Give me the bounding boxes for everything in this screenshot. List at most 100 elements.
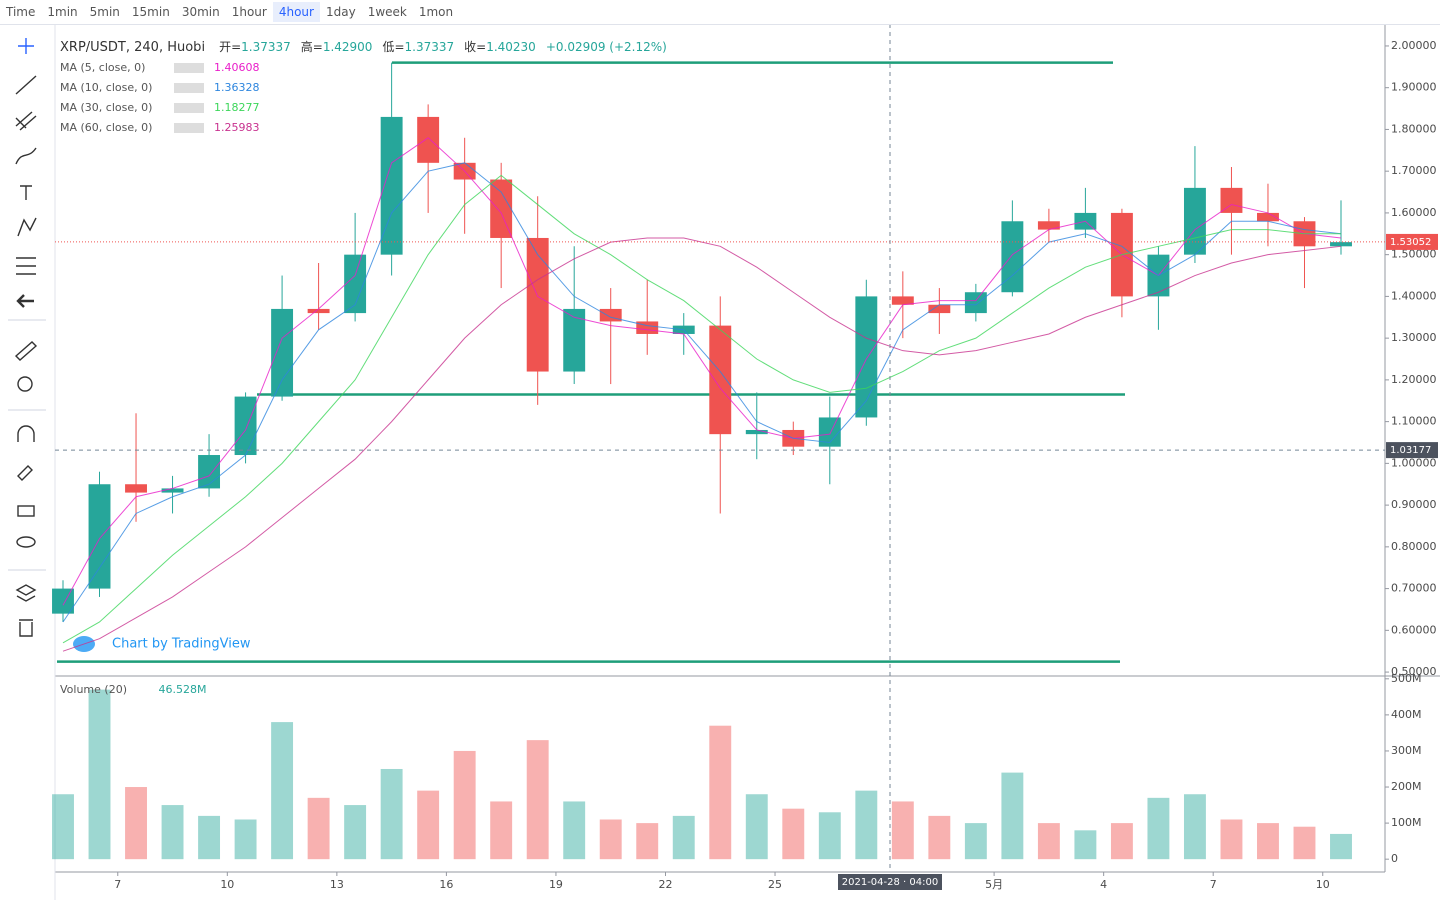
ma-line [62, 237, 1342, 652]
measure-tool[interactable] [16, 257, 36, 275]
candle-body [563, 308, 586, 372]
ma-legend: MA (5, close, 0) 1.40608 MA (10, close, 0)… [60, 58, 264, 138]
ma-settings[interactable] [174, 123, 204, 133]
interval-button[interactable]: 1mon [418, 5, 454, 19]
candle-body [818, 417, 841, 447]
candle-body [1183, 187, 1206, 255]
interval-button[interactable]: 1week [367, 5, 407, 19]
back-tool[interactable] [16, 294, 34, 308]
interval-button[interactable]: 30min [181, 5, 220, 19]
volume-bar [928, 815, 951, 860]
ma-last: 1.40608 [214, 61, 260, 74]
volume-bar [1220, 819, 1243, 860]
y-tick-label: 1.50000 [1391, 248, 1437, 261]
pattern-tool[interactable] [17, 217, 37, 237]
v-tick-label: 200M [1391, 780, 1422, 793]
lock-tool[interactable] [17, 505, 35, 517]
volume-legend: Volume (20) 46.528M [60, 683, 210, 696]
volume-bar [125, 787, 147, 860]
candle-body [380, 116, 403, 255]
volume-bar [818, 812, 841, 860]
ma-settings[interactable] [174, 63, 204, 73]
volume-bar [1147, 797, 1170, 860]
ma-last: 1.25983 [214, 121, 260, 134]
stat-name: 低= [382, 40, 405, 54]
volume-bar [745, 794, 768, 860]
candle-body [1257, 212, 1279, 222]
v-tick-label: 0 [1391, 852, 1398, 865]
crosshair-price-label: 1.03177 [1390, 445, 1431, 456]
candle-body [599, 308, 622, 322]
interval-button[interactable]: Time [6, 5, 36, 19]
y-tick-label: 1.00000 [1391, 456, 1437, 469]
x-tick-label: 13 [330, 878, 344, 891]
interval-button[interactable]: 4hour [272, 2, 320, 22]
zoom-tool[interactable] [17, 376, 33, 392]
crosshair-tool[interactable] [18, 38, 34, 54]
volume-bar [964, 823, 987, 860]
fib-tool[interactable] [15, 111, 37, 131]
volume-bar [453, 750, 476, 860]
x-tick-label: 19 [549, 878, 563, 891]
eye-tool[interactable] [16, 536, 36, 548]
ma-settings[interactable] [174, 83, 204, 93]
candle-body [161, 488, 184, 493]
ma-name: MA (60, close, 0) [60, 121, 153, 134]
text-tool[interactable] [20, 185, 32, 200]
candle-body [1001, 221, 1024, 293]
v-tick-label: 400M [1391, 708, 1422, 721]
line-tool[interactable] [15, 75, 37, 95]
candle-body [964, 292, 987, 314]
interval-button[interactable]: 5min [89, 5, 120, 19]
candle-body [490, 179, 513, 238]
volume-bar [1001, 772, 1024, 860]
candle-body [1037, 221, 1060, 230]
volume-bar [1293, 826, 1316, 860]
ruler-tool[interactable] [14, 341, 38, 361]
volume-bar [563, 801, 586, 860]
ma-row: MA (60, close, 0) 1.25983 [60, 118, 264, 138]
candle-body [234, 396, 257, 456]
interval-button[interactable]: 15min [131, 5, 170, 19]
interval-button[interactable]: 1hour [231, 5, 267, 19]
volume-bar [88, 689, 111, 860]
volume-bar [526, 740, 549, 860]
interval-button[interactable]: 1min [47, 5, 78, 19]
ma-settings[interactable] [174, 103, 204, 113]
volume-bar [891, 801, 914, 860]
stat-value: 1.37337 [241, 40, 291, 54]
x-tick-label: 22 [658, 878, 672, 891]
ma-last: 1.18277 [214, 101, 260, 114]
volume-bar [1257, 823, 1279, 860]
candle-body [891, 296, 914, 305]
y-tick-label: 1.70000 [1391, 164, 1437, 177]
interval-button[interactable]: 1day [325, 5, 356, 19]
brush-tool[interactable] [15, 147, 37, 165]
stat-name: 开= [219, 40, 242, 54]
volume-bar [417, 790, 440, 860]
candle-body [307, 308, 330, 314]
ma-name: MA (30, close, 0) [60, 101, 153, 114]
volume-bar [234, 819, 257, 860]
left-toolbar [8, 38, 46, 637]
candle-body [271, 308, 294, 397]
v-tick-label: 500M [1391, 672, 1422, 685]
y-tick-label: 1.10000 [1391, 415, 1437, 428]
volume-bar [709, 725, 732, 860]
volume-bar [307, 797, 330, 860]
volume-bar [599, 819, 622, 860]
magnet-tool[interactable] [17, 425, 35, 442]
candle-body [417, 116, 440, 163]
lock-draw-tool[interactable] [17, 465, 33, 481]
stat-value: 1.40230 [486, 40, 536, 54]
trash-tool[interactable] [19, 619, 33, 637]
candle-body [1330, 242, 1352, 247]
volume-bar [1110, 823, 1133, 860]
y-tick-label: 1.60000 [1391, 206, 1437, 219]
x-tick-label: 10 [1316, 878, 1330, 891]
volume-bar [380, 768, 403, 860]
y-tick-label: 0.60000 [1391, 623, 1437, 636]
layers-tool[interactable] [15, 584, 37, 602]
last-price-tag [1386, 233, 1438, 250]
